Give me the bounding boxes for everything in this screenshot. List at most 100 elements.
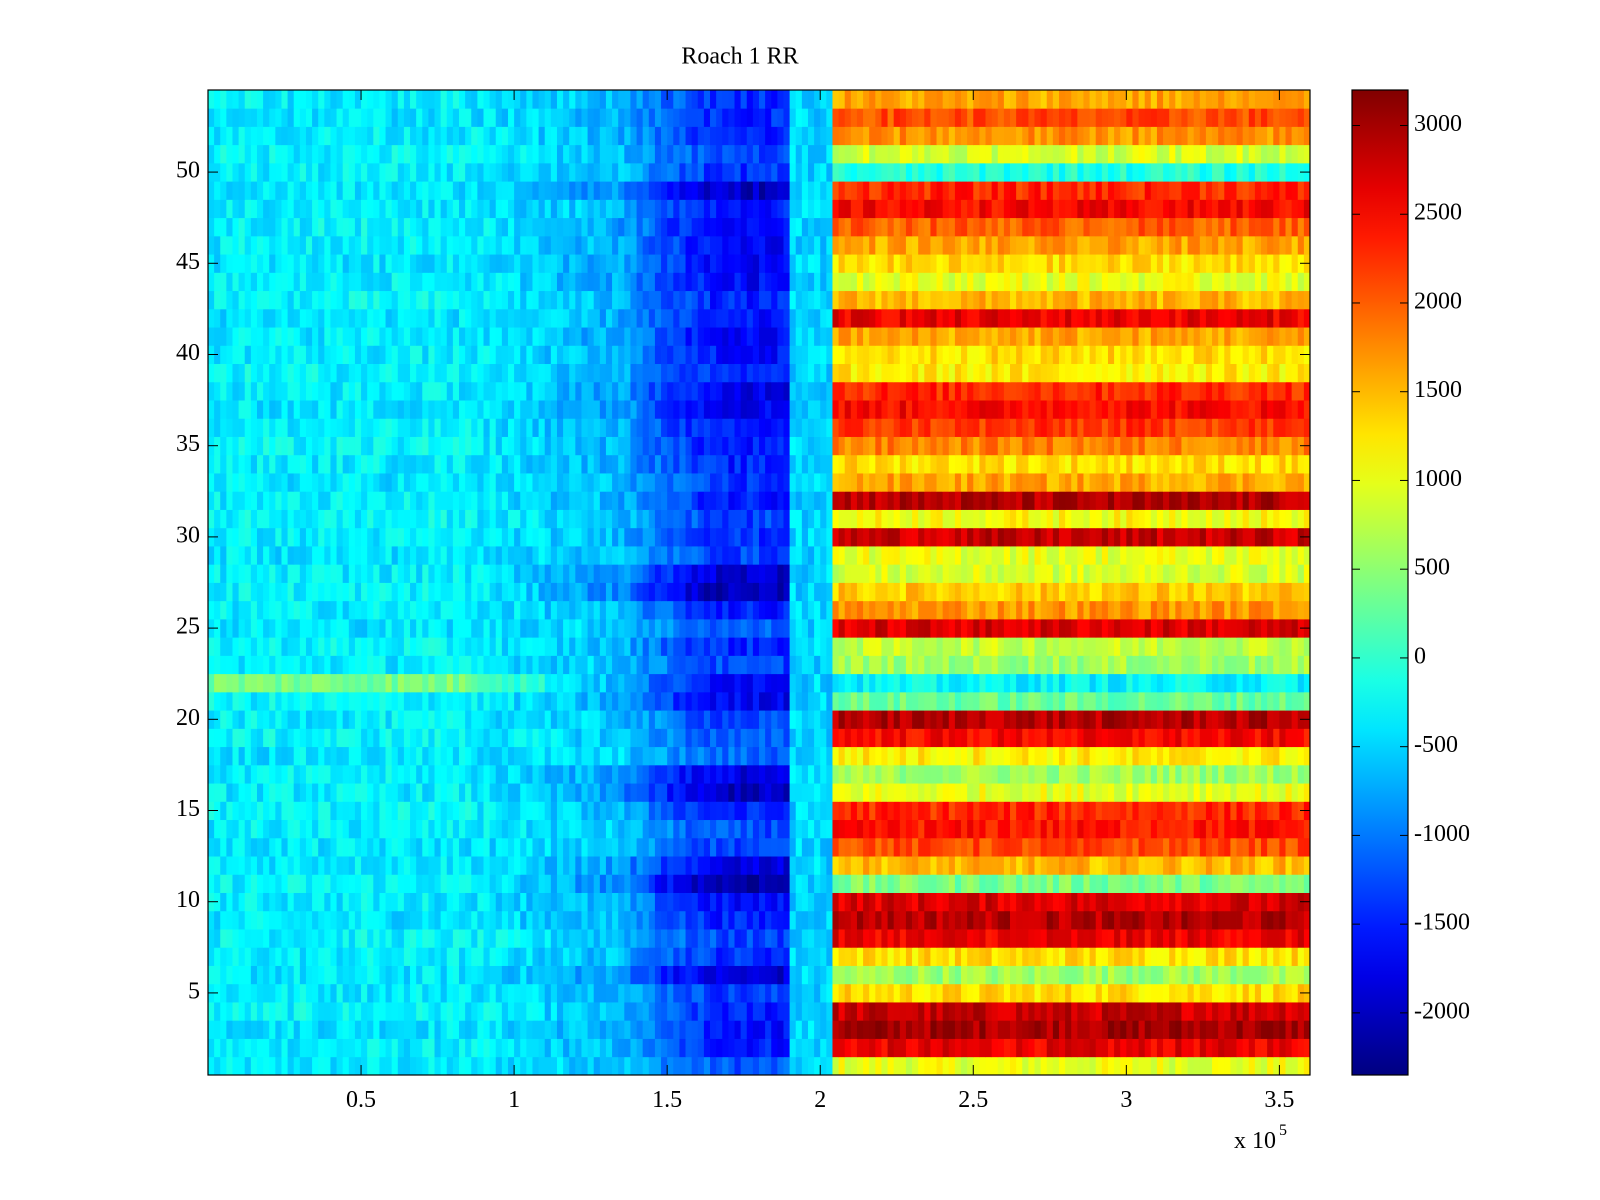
heatmap-cell bbox=[942, 728, 950, 748]
heatmap-cell bbox=[685, 600, 693, 620]
heatmap-cells bbox=[208, 90, 1310, 1075]
heatmap-cell bbox=[293, 856, 301, 875]
heatmap-cell bbox=[348, 783, 356, 802]
heatmap-cell bbox=[563, 965, 570, 985]
heatmap-cell bbox=[703, 691, 711, 711]
heatmap-cell bbox=[520, 564, 527, 583]
heatmap-cell bbox=[514, 1002, 521, 1021]
heatmap-cell bbox=[954, 837, 962, 857]
heatmap-cell bbox=[710, 929, 717, 948]
heatmap-cell bbox=[1156, 710, 1164, 729]
heatmap-cell bbox=[740, 1020, 748, 1039]
heatmap-cell bbox=[556, 892, 564, 912]
heatmap-cell bbox=[856, 637, 864, 656]
heatmap-cell bbox=[905, 910, 913, 930]
heatmap-cell bbox=[324, 710, 331, 729]
heatmap-cell bbox=[1156, 983, 1164, 1003]
heatmap-cell bbox=[746, 618, 754, 638]
heatmap-cell bbox=[489, 856, 497, 875]
heatmap-cell bbox=[844, 1002, 852, 1021]
heatmap-cell bbox=[336, 947, 344, 966]
heatmap-cell bbox=[1199, 892, 1207, 912]
heatmap-cell bbox=[1120, 947, 1127, 966]
heatmap-cell bbox=[477, 874, 484, 893]
heatmap-cell bbox=[918, 965, 925, 985]
heatmap-cell bbox=[214, 783, 221, 802]
heatmap-cell bbox=[1279, 746, 1286, 766]
heatmap-cell bbox=[1175, 874, 1182, 893]
heatmap-cell bbox=[948, 819, 956, 839]
heatmap-cell bbox=[807, 801, 815, 821]
heatmap-cell bbox=[967, 1056, 974, 1075]
heatmap-cell bbox=[887, 783, 895, 802]
heatmap-cell bbox=[440, 600, 448, 620]
heatmap-cell bbox=[410, 783, 417, 802]
heatmap-cell bbox=[544, 637, 552, 656]
heatmap-cell bbox=[869, 874, 876, 893]
heatmap-cell bbox=[918, 673, 925, 693]
heatmap-cell bbox=[630, 910, 637, 930]
heatmap-cell bbox=[820, 1038, 827, 1058]
heatmap-cell bbox=[905, 564, 913, 583]
heatmap-cell bbox=[1016, 728, 1023, 748]
heatmap-cell bbox=[1267, 947, 1274, 966]
heatmap-cell bbox=[1120, 837, 1127, 857]
heatmap-cell bbox=[434, 600, 442, 620]
heatmap-cell bbox=[232, 910, 240, 930]
heatmap-cell bbox=[1218, 856, 1225, 875]
heatmap-cell bbox=[1273, 892, 1280, 912]
heatmap-cell bbox=[1089, 618, 1097, 638]
heatmap-cell bbox=[214, 600, 221, 620]
heatmap-cell bbox=[397, 600, 405, 620]
heatmap-cell bbox=[1089, 910, 1097, 930]
heatmap-cell bbox=[1003, 1056, 1011, 1075]
heatmap-cell bbox=[1046, 728, 1054, 748]
heatmap-cell bbox=[710, 910, 717, 930]
heatmap-cell bbox=[1132, 600, 1139, 620]
heatmap-cell bbox=[281, 783, 288, 802]
heatmap-cell bbox=[1077, 637, 1084, 656]
heatmap-cell bbox=[777, 691, 784, 711]
heatmap-cell bbox=[1028, 764, 1035, 784]
heatmap-cell bbox=[1058, 746, 1066, 766]
heatmap-cell bbox=[777, 819, 784, 839]
heatmap-cell bbox=[685, 783, 693, 802]
heatmap-cell bbox=[648, 1056, 656, 1075]
heatmap-cell bbox=[1138, 1056, 1146, 1075]
heatmap-cell bbox=[220, 764, 227, 784]
heatmap-cell bbox=[942, 1020, 950, 1039]
heatmap-cell bbox=[759, 746, 766, 766]
heatmap-cell bbox=[703, 819, 711, 839]
heatmap-cell bbox=[581, 837, 588, 857]
heatmap-cell bbox=[801, 1038, 809, 1058]
heatmap-cell bbox=[654, 637, 662, 656]
heatmap-cell bbox=[1267, 582, 1274, 602]
heatmap-cell bbox=[942, 582, 950, 602]
heatmap-cell bbox=[208, 655, 215, 675]
heatmap-cell bbox=[1003, 1038, 1011, 1058]
heatmap-cell bbox=[354, 600, 362, 620]
heatmap-cell bbox=[679, 856, 686, 875]
heatmap-cell bbox=[1144, 837, 1152, 857]
heatmap-cell bbox=[746, 929, 754, 948]
heatmap-cell bbox=[783, 746, 791, 766]
heatmap-cell bbox=[1034, 582, 1042, 602]
heatmap-cell bbox=[397, 673, 405, 693]
heatmap-cell bbox=[367, 673, 374, 693]
heatmap-cell bbox=[361, 637, 368, 656]
heatmap-cell bbox=[263, 983, 270, 1003]
heatmap-cell bbox=[844, 655, 852, 675]
heatmap-cell bbox=[452, 728, 460, 748]
heatmap-cell bbox=[1003, 600, 1011, 620]
heatmap-cell bbox=[979, 929, 986, 948]
heatmap-cell bbox=[997, 710, 1005, 729]
heatmap-cell bbox=[703, 618, 711, 638]
heatmap-cell bbox=[1016, 874, 1023, 893]
heatmap-cell bbox=[1285, 1056, 1293, 1075]
heatmap-cell bbox=[416, 1038, 423, 1058]
heatmap-cell bbox=[783, 783, 791, 802]
heatmap-cell bbox=[269, 983, 276, 1003]
heatmap-cell bbox=[716, 1056, 723, 1075]
heatmap-cell bbox=[777, 618, 784, 638]
heatmap-cell bbox=[507, 728, 515, 748]
